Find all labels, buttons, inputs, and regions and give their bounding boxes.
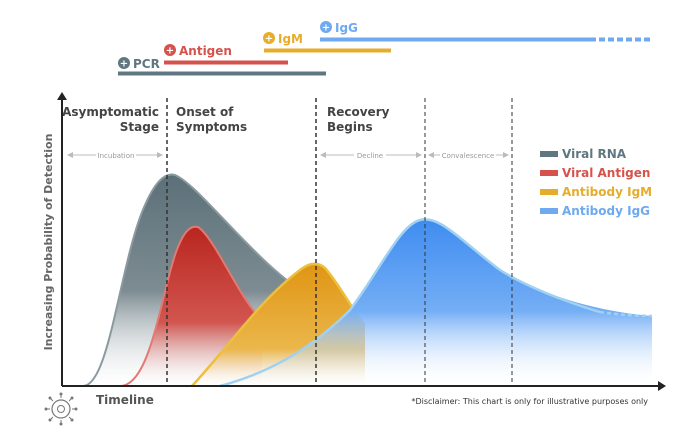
svg-text:Antibody IgM: Antibody IgM [562, 185, 652, 199]
plus-icon: + [166, 46, 174, 57]
phase-recovery: Recovery Begins [327, 105, 390, 134]
plus-icon: + [265, 34, 273, 45]
axes: Increasing Probability of Detection Time… [42, 92, 666, 407]
test-label-igg: IgG [335, 21, 358, 35]
legend-swatch [540, 170, 558, 176]
phase-onset: Onset of Symptoms [176, 105, 247, 134]
period-decline: Decline [320, 152, 422, 160]
svg-text:Onset of: Onset of [176, 105, 234, 119]
plus-circle-icon [320, 21, 332, 33]
svg-text:Recovery: Recovery [327, 105, 390, 119]
curve-antibody-igg [219, 218, 653, 388]
svg-text:Incubation: Incubation [98, 152, 135, 160]
phase-asymptomatic: Asymptomatic Stage [62, 105, 159, 134]
test-bar-pcr: + PCR [118, 57, 326, 76]
test-label-antigen: Antigen [179, 44, 232, 58]
arrow-right-icon [658, 381, 666, 391]
svg-text:Stage: Stage [120, 120, 159, 134]
legend-item-antibody-igg: Antibody IgG [540, 204, 650, 218]
plus-circle-icon [263, 32, 275, 44]
legend-item-viral-rna: Viral RNA [540, 147, 627, 161]
svg-text:Viral RNA: Viral RNA [562, 147, 627, 161]
test-bar-antigen: + Antigen [164, 44, 288, 65]
test-bar-igg: + IgG [320, 21, 650, 42]
svg-text:Convalescence: Convalescence [442, 152, 495, 160]
legend: Viral RNA Viral Antigen Antibody IgM Ant… [540, 147, 652, 218]
svg-text:Decline: Decline [357, 152, 383, 160]
plus-icon: + [322, 23, 330, 34]
legend-item-viral-antigen: Viral Antigen [540, 166, 650, 180]
plus-icon: + [120, 59, 128, 70]
svg-text:Asymptomatic: Asymptomatic [62, 105, 159, 119]
legend-swatch [540, 151, 558, 157]
svg-text:Begins: Begins [327, 120, 373, 134]
test-bar-igm: + IgM [263, 32, 391, 53]
plus-circle-icon [118, 57, 130, 69]
test-label-pcr: PCR [133, 57, 160, 71]
svg-text:Symptoms: Symptoms [176, 120, 247, 134]
svg-text:Antibody IgG: Antibody IgG [562, 204, 650, 218]
period-incubation: Incubation [67, 152, 163, 160]
virus-icon [44, 392, 78, 426]
period-convalescence: Convalescence [428, 152, 509, 160]
legend-swatch [540, 208, 558, 214]
disclaimer: *Disclaimer: This chart is only for illu… [412, 397, 649, 406]
legend-swatch [540, 189, 558, 195]
legend-item-antibody-igm: Antibody IgM [540, 185, 652, 199]
y-axis-label: Increasing Probability of Detection [42, 134, 55, 351]
x-axis-label: Timeline [96, 393, 154, 407]
arrow-up-icon [57, 92, 67, 100]
plus-circle-icon [164, 44, 176, 56]
svg-text:Viral Antigen: Viral Antigen [562, 166, 650, 180]
test-label-igm: IgM [278, 32, 303, 46]
